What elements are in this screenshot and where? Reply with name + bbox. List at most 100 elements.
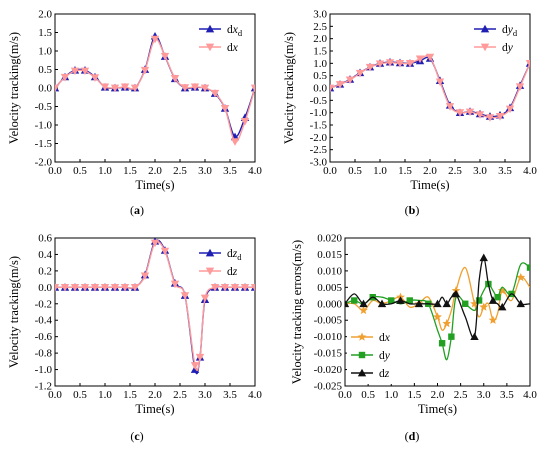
data-point-dz — [470, 332, 479, 341]
legend-swatch-marker — [480, 43, 490, 52]
legend-swatch-marker — [205, 267, 215, 276]
data-point-dz — [70, 283, 80, 292]
data-point-dy — [415, 55, 425, 64]
data-point-dz — [516, 299, 525, 308]
data-point-dz — [110, 283, 120, 292]
data-point-dz — [140, 272, 150, 281]
data-point-dx — [70, 67, 80, 76]
y-axis-label: Velocity tracking errors(m/s) — [290, 240, 304, 384]
data-point-dx — [110, 84, 120, 93]
x-tick-label: 0.0 — [48, 165, 62, 177]
x-tick-label: 2.0 — [423, 165, 437, 177]
data-point-dz — [130, 283, 140, 292]
y-tick-label: 0.015 — [317, 249, 342, 261]
data-point-dy — [445, 103, 455, 111]
y-tick-label: -0.4 — [35, 315, 53, 327]
data-point-dz — [359, 299, 368, 308]
y-tick-label: 1.0 — [38, 46, 52, 58]
legend: dyd dy — [470, 18, 528, 58]
data-point-dx — [442, 318, 452, 328]
data-point-dx — [100, 83, 110, 92]
x-tick-label: 2.5 — [173, 165, 187, 177]
y-tick-label: 0.020 — [317, 233, 342, 245]
y-tick-label: 0.0 — [38, 83, 52, 95]
data-point-dx — [120, 83, 130, 92]
y-tick-label: 2.5 — [313, 21, 327, 33]
x-tick-label: 4.0 — [248, 389, 262, 401]
data-point-dx — [80, 67, 90, 76]
x-axis-label: Time(s) — [410, 178, 449, 192]
y-tick-label: 0.010 — [317, 265, 342, 277]
x-tick-label: 2.0 — [148, 165, 162, 177]
y-tick-label: 0.000 — [317, 298, 342, 310]
x-axis-label: Time(s) — [418, 402, 457, 416]
series-group — [345, 253, 530, 361]
data-point-dy — [525, 59, 530, 68]
data-point-dy — [405, 59, 415, 68]
data-point-dy — [495, 113, 505, 121]
y-axis-label: Velocity tracking(m/s) — [7, 256, 21, 368]
legend-label: dx — [379, 332, 391, 344]
x-tick-label: 0.5 — [73, 165, 87, 177]
y-tick-label: -1.0 — [35, 364, 53, 376]
legend-label: dyd — [502, 24, 518, 38]
data-point-dy — [406, 297, 413, 304]
data-point-dx — [230, 138, 240, 146]
legend-label: dy — [379, 350, 391, 362]
series-group — [330, 53, 530, 122]
y-tick-label: -0.5 — [35, 101, 53, 113]
x-tick-label: 1.5 — [398, 165, 412, 177]
x-tick-label: 1.0 — [98, 165, 112, 177]
y-axis-label: Velocity tracking(m/s) — [7, 32, 21, 144]
x-tick-label: 2.0 — [148, 389, 162, 401]
data-point-dx — [60, 73, 70, 82]
data-point-dx — [516, 272, 526, 282]
data-point-dy — [395, 59, 405, 68]
data-point-dx — [140, 66, 150, 75]
x-tick-label: 0.5 — [348, 165, 362, 177]
data-point-dz — [451, 289, 461, 298]
data-point-dy — [375, 60, 385, 69]
y-tick-label: 0.5 — [313, 70, 327, 82]
data-point-dz — [210, 283, 220, 292]
series-group — [55, 32, 255, 146]
data-point-dx — [210, 89, 220, 98]
data-point-dy — [388, 297, 395, 304]
caption-b: (b) — [405, 203, 420, 217]
data-point-dy — [485, 114, 495, 122]
x-tick-label: 2.5 — [173, 389, 187, 401]
x-tick-label: 3.0 — [477, 389, 491, 401]
y-tick-label: -0.025 — [314, 381, 343, 393]
data-point-dy — [526, 264, 530, 271]
legend-label: dzd — [227, 248, 242, 262]
legend-swatch-marker — [205, 248, 215, 257]
x-tick-label: 3.5 — [223, 165, 237, 177]
x-tick-label: 1.5 — [408, 389, 422, 401]
data-point-dx — [90, 74, 100, 82]
data-point-dy — [351, 297, 358, 304]
caption-d: (d) — [405, 429, 420, 443]
legend: dx dy dz — [347, 326, 405, 384]
y-tick-label: 3.0 — [313, 9, 327, 21]
panel-b: 0.0 0.5 1.0 1.5 2.0 2.5 3.0 3.5 4.0-3.0-2.5-2.0-… — [282, 9, 537, 218]
data-point-dz — [170, 280, 180, 289]
x-tick-label: 3.0 — [473, 165, 487, 177]
data-point-dx — [433, 312, 442, 321]
y-tick-label: -0.6 — [35, 331, 53, 343]
x-tick-label: 0.0 — [323, 165, 337, 177]
data-point-dx — [55, 84, 60, 93]
data-point-dy — [355, 69, 365, 78]
data-point-dy — [435, 78, 445, 87]
data-point-dy — [462, 300, 469, 307]
caption-a: (a) — [130, 203, 144, 217]
data-point-dy — [365, 63, 375, 72]
data-point-dx — [220, 104, 230, 113]
y-tick-label: 0.5 — [38, 64, 52, 76]
y-tick-label: -2.0 — [310, 132, 328, 144]
data-point-dz — [55, 283, 60, 292]
data-point-dx — [488, 315, 498, 324]
y-tick-label: -0.005 — [314, 315, 343, 327]
panel-c: 0.0 0.5 1.0 1.5 2.0 2.5 3.0 3.5 4.0 -1.2 -1.0 -0.8 -… — [7, 233, 262, 444]
y-tick-label: -0.5 — [310, 95, 328, 107]
